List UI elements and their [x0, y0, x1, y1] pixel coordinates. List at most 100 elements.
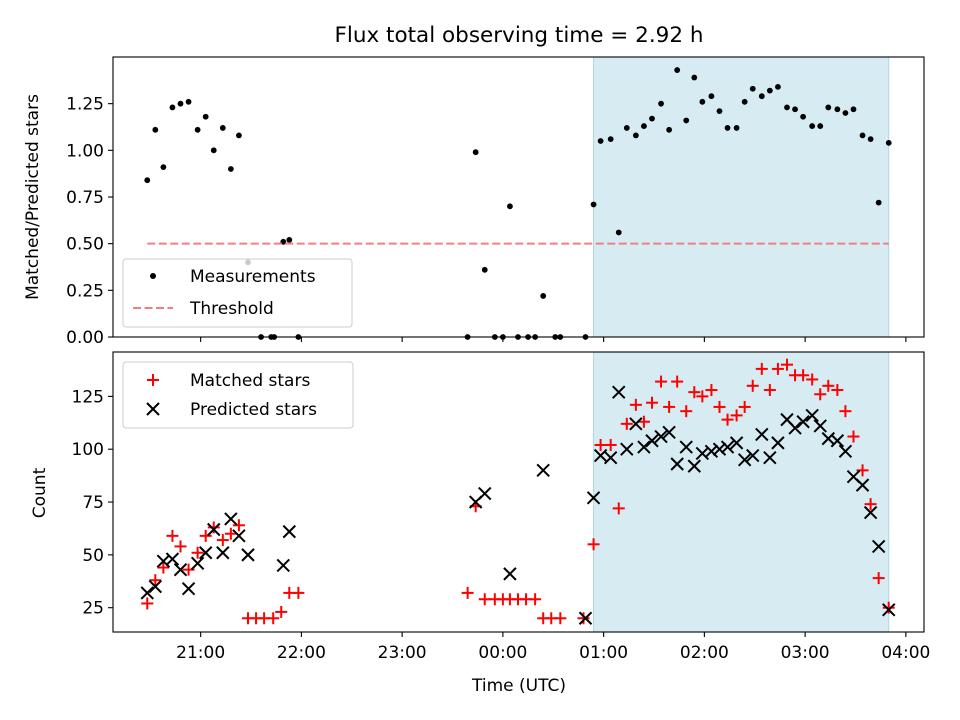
predicted-star-point	[662, 425, 676, 440]
matched-star-point	[663, 400, 676, 413]
x-b	[536, 463, 550, 478]
matched-star-point	[577, 612, 590, 625]
top-y-tick-label: 0.50	[66, 235, 104, 255]
bottom-observing-span	[593, 351, 890, 633]
measurement-point	[152, 126, 159, 133]
bottom-series-predicted-stars	[140, 385, 896, 625]
measurement-point	[236, 132, 242, 139]
legend-predicted-label: Predicted stars	[190, 400, 317, 420]
x-b	[241, 548, 255, 562]
measurement-point	[632, 132, 639, 139]
measurement-point	[699, 98, 706, 105]
predicted-star-point	[165, 552, 180, 566]
bottom-x-tick-label: 04:00	[881, 643, 930, 663]
matched-star-point	[292, 586, 305, 599]
x-b	[805, 408, 819, 423]
x-b	[216, 546, 230, 560]
bottom-y-tick-label: 100	[72, 440, 104, 460]
matched-star-point	[705, 384, 718, 397]
matched-star-point	[730, 409, 743, 422]
measurement-point	[885, 139, 892, 146]
matched-star-point	[713, 400, 726, 413]
bottom-x-tick-label: 22:00	[277, 643, 326, 663]
legend-measurements-marker	[150, 273, 156, 279]
x-b	[645, 434, 659, 448]
predicted-star-point	[181, 581, 196, 596]
x-b	[662, 425, 676, 440]
predicted-star-point	[771, 436, 785, 450]
bottom-x-tick-label: 23:00	[378, 643, 427, 663]
x-b	[882, 603, 896, 617]
bottom-panel-count: 21:00 22:00 23:00 00:00 01:00 02:00 03:00 04:00…	[30, 351, 930, 696]
matched-star-point	[814, 388, 827, 401]
x-b	[670, 457, 684, 471]
x-b	[780, 412, 794, 427]
x-b	[629, 417, 643, 431]
matched-star-point	[216, 534, 229, 547]
matched-star-point	[174, 540, 187, 553]
measurement-point	[842, 110, 849, 116]
x-b	[654, 429, 668, 444]
measurement-point	[607, 136, 614, 143]
matched-star-point	[529, 593, 542, 606]
x-b	[276, 558, 290, 573]
x-b	[612, 385, 626, 399]
measurement-point	[817, 123, 824, 129]
measurement-point	[758, 93, 765, 100]
matched-star-point	[157, 561, 170, 574]
matched-star-point	[141, 597, 154, 610]
predicted-star-point	[282, 524, 297, 539]
matched-star-point	[645, 396, 658, 409]
matched-star-point	[696, 390, 709, 403]
legend-measurements-label: Measurements	[190, 267, 316, 287]
bottom-y-tick-label: 125	[72, 387, 104, 407]
measurement-point	[481, 266, 488, 273]
measurement-point	[859, 132, 866, 139]
x-b	[695, 446, 710, 461]
x-b	[712, 442, 727, 456]
matched-star-point	[755, 362, 768, 375]
matched-star-point	[587, 538, 600, 551]
top-x-ticks	[200, 337, 907, 342]
x-b	[190, 556, 205, 571]
predicted-star-point	[612, 385, 626, 399]
x-b	[830, 434, 845, 448]
x-b	[637, 440, 651, 454]
predicted-star-point	[755, 427, 769, 442]
top-series-marks	[144, 67, 892, 340]
top-series-measurements	[144, 67, 892, 340]
measurement-point	[724, 125, 731, 131]
measurement-point	[507, 203, 513, 210]
matched-star-point	[738, 400, 751, 413]
x-b	[156, 554, 171, 568]
measurement-point	[749, 85, 756, 92]
bottom-series-matched-stars	[141, 358, 895, 625]
matched-star-point	[612, 502, 625, 515]
measurement-point	[590, 201, 597, 208]
measurement-point	[185, 98, 192, 105]
bottom-x-tick-label: 00:00	[478, 643, 527, 663]
legend-threshold-label: Threshold	[189, 299, 274, 319]
predicted-star-point	[788, 421, 802, 435]
measurement-point	[540, 293, 547, 299]
bottom-shaded-span	[593, 351, 890, 633]
top-panel-ratio: 0.00 0.25 0.50 0.75 1.00 1.25 Matched/Predict…	[23, 56, 925, 348]
matched-star-point	[797, 369, 810, 382]
x-b	[737, 453, 752, 467]
matched-star-point	[847, 430, 860, 443]
predicted-star-point	[173, 562, 188, 577]
matched-star-point	[671, 375, 684, 388]
matched-star-point	[746, 379, 759, 392]
predicted-star-point	[629, 417, 643, 431]
measurement-point	[202, 113, 209, 120]
predicted-star-point	[478, 486, 492, 501]
matched-star-point	[831, 384, 844, 397]
measurement-point	[792, 106, 798, 113]
matched-star-point	[763, 384, 776, 397]
bottom-x-ticks: 21:00 22:00 23:00 00:00 01:00 02:00 03:00 04:00	[176, 632, 930, 663]
x-b	[503, 567, 517, 581]
measurement-point	[597, 138, 604, 144]
predicted-star-point	[578, 611, 593, 625]
bottom-y-ticks: 25 50 75 100 125	[72, 387, 113, 619]
predicted-star-point	[654, 429, 668, 444]
